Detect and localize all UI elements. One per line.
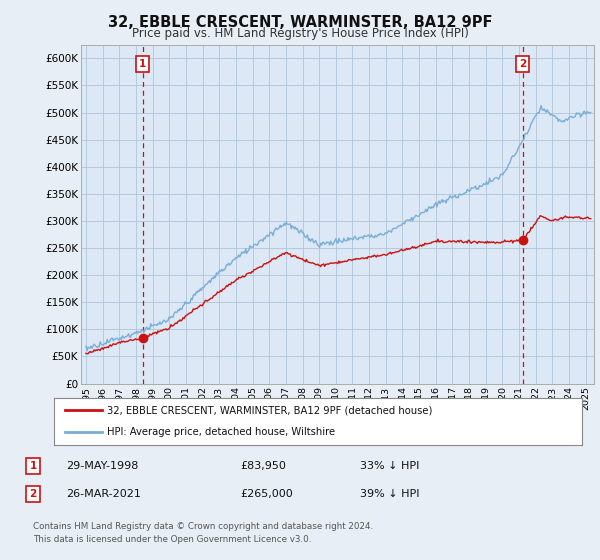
Text: 32, EBBLE CRESCENT, WARMINSTER, BA12 9PF: 32, EBBLE CRESCENT, WARMINSTER, BA12 9PF xyxy=(108,15,492,30)
Text: 1: 1 xyxy=(139,59,146,69)
Text: 26-MAR-2021: 26-MAR-2021 xyxy=(66,489,141,499)
Text: Price paid vs. HM Land Registry's House Price Index (HPI): Price paid vs. HM Land Registry's House … xyxy=(131,27,469,40)
Text: 2: 2 xyxy=(519,59,527,69)
Text: 32, EBBLE CRESCENT, WARMINSTER, BA12 9PF (detached house): 32, EBBLE CRESCENT, WARMINSTER, BA12 9PF… xyxy=(107,405,432,416)
Text: 29-MAY-1998: 29-MAY-1998 xyxy=(66,461,139,471)
Text: HPI: Average price, detached house, Wiltshire: HPI: Average price, detached house, Wilt… xyxy=(107,427,335,437)
Text: 2: 2 xyxy=(29,489,37,499)
Text: 39% ↓ HPI: 39% ↓ HPI xyxy=(360,489,419,499)
Text: £265,000: £265,000 xyxy=(240,489,293,499)
Text: 1: 1 xyxy=(29,461,37,471)
Text: Contains HM Land Registry data © Crown copyright and database right 2024.
This d: Contains HM Land Registry data © Crown c… xyxy=(33,522,373,544)
Text: £83,950: £83,950 xyxy=(240,461,286,471)
Text: 33% ↓ HPI: 33% ↓ HPI xyxy=(360,461,419,471)
